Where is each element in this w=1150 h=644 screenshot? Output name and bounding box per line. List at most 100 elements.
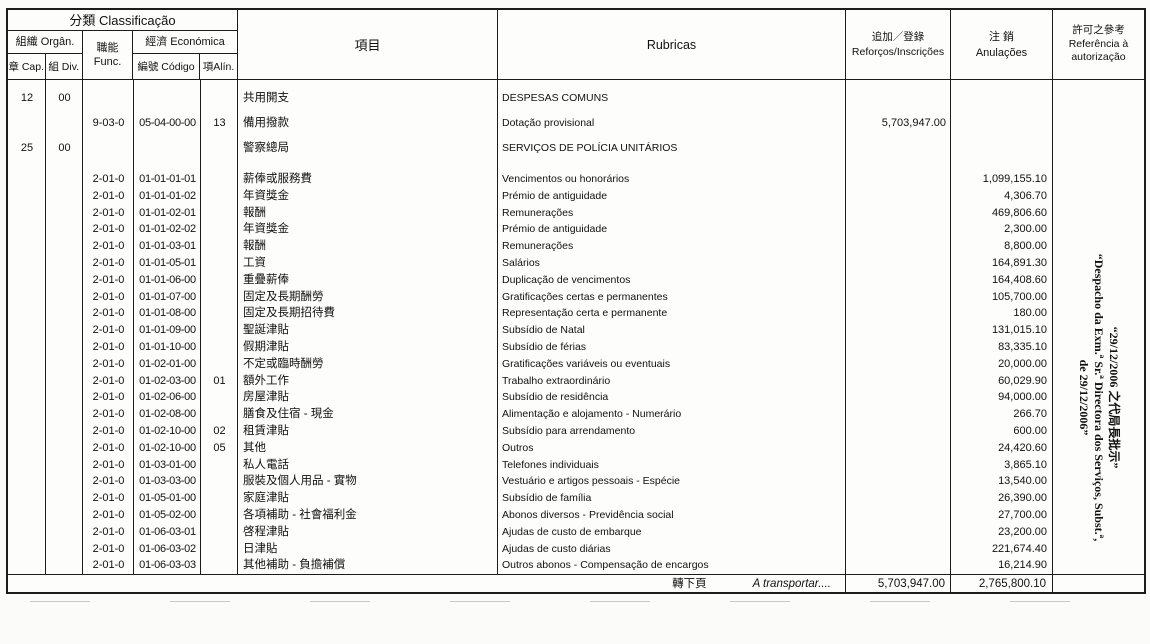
cell-chapter	[8, 373, 46, 390]
cell-functional-code: 9-03-0	[92, 117, 125, 129]
cell-alinea	[201, 389, 238, 406]
cell-rubrica-pt: Trabalho extraordinário	[502, 374, 611, 387]
cell-functional-code: 2-01-0	[92, 525, 125, 538]
col-header-chapter: 章 Cap.	[8, 54, 46, 79]
cell-cancellation-amount: 180.00	[1013, 307, 1047, 320]
table-header: 分類 Classificação 組織 Orgân. 章 Cap. 組 Div.…	[8, 10, 1144, 80]
cell-rubrica-pt: Salários	[502, 256, 540, 269]
cell-functional-code: 2-01-0	[92, 340, 125, 353]
cell-alinea	[201, 541, 238, 558]
cell-reinforcement-amount	[846, 289, 951, 306]
cell-cancellation-amount: 24,420.60	[998, 441, 1047, 454]
cell-division	[46, 221, 83, 238]
cell-reinforcement-amount	[846, 490, 951, 507]
cell-economic-code: 01-01-06-00	[139, 273, 196, 286]
cell-functional-code: 2-01-0	[92, 324, 125, 337]
cell-item-zh: 聖誕津貼	[243, 324, 289, 337]
table-row: 2-01-0 01-05-02-00 各項補助 - 社會福利金 Abonos d…	[8, 507, 1144, 524]
cell-reinforcement-amount	[846, 373, 951, 390]
table-row: 25 00 警察總局 SERVIÇOS DE POLÍCIA UNITÁRIOS	[8, 136, 1144, 161]
cell-rubrica-pt: DESPESAS COMUNS	[502, 92, 609, 104]
cell-cancellation-amount: 26,390.00	[998, 492, 1047, 505]
cell-chapter	[8, 557, 46, 574]
table-row: 2-01-0 01-01-01-01 薪俸或服務費 Vencimentos ou…	[8, 171, 1144, 188]
table-row: 12 00 共用開支 DESPESAS COMUNS	[8, 86, 1144, 111]
cell-chapter	[8, 305, 46, 322]
cell-chapter	[8, 188, 46, 205]
cell-functional-code: 2-01-0	[92, 492, 125, 505]
cell-alinea	[201, 356, 238, 373]
cell-division	[46, 389, 83, 406]
table-row: 2-01-0 01-06-03-02 日津貼 Ajudas de custo d…	[8, 541, 1144, 558]
budget-table: 分類 Classificação 組織 Orgân. 章 Cap. 組 Div.…	[6, 8, 1146, 594]
classification-title: 分類 Classificação	[8, 10, 237, 31]
cell-reinforcement-amount	[846, 322, 951, 339]
cell-cancellation-amount	[951, 86, 1053, 111]
cell-rubrica-pt: Remunerações	[502, 240, 574, 253]
cell-reinforcement-amount	[846, 339, 951, 356]
cell-functional-code: 2-01-0	[92, 559, 125, 572]
cell-alinea	[201, 339, 238, 356]
cell-item-zh: 各項補助 - 社會福利金	[243, 508, 357, 521]
cell-economic-code: 01-02-08-00	[139, 408, 196, 421]
cell-rubrica-pt: Subsídio de família	[502, 492, 592, 505]
column-divider	[950, 80, 951, 574]
table-row: 2-01-0 01-02-10-00 02 租賃津貼 Subsídio para…	[8, 423, 1144, 440]
cell-division	[46, 238, 83, 255]
cell-cancellation-amount: 469,806.60	[991, 206, 1047, 219]
cell-cancellation-amount: 3,865.10	[1004, 458, 1047, 471]
cell-division: 00	[58, 142, 71, 154]
cell-division	[46, 507, 83, 524]
cell-functional-code: 2-01-0	[92, 173, 125, 185]
cell-item-zh: 警察總局	[243, 142, 289, 154]
reference-note-line: de 29/12/2006”	[1077, 359, 1092, 435]
cell-division	[46, 339, 83, 356]
cell-division	[46, 557, 83, 574]
cell-cancellation-amount: 4,306.70	[1004, 189, 1047, 202]
cell-item-zh: 薪俸或服務費	[243, 173, 312, 185]
cell-reinforcement-amount	[846, 136, 951, 161]
cell-alinea	[201, 457, 238, 474]
table-row: 2-01-0 01-03-01-00 私人電話 Telefones indivi…	[8, 457, 1144, 474]
table-row: 2-01-0 01-01-02-02 年資獎金 Prémio de antigu…	[8, 221, 1144, 238]
cell-chapter	[8, 473, 46, 490]
table-body-rows: 12 00 共用開支 DESPESAS COMUNS 9-03-0 05-04-…	[8, 80, 1144, 574]
cell-functional-code	[83, 136, 134, 161]
cell-item-zh: 日津貼	[243, 542, 278, 555]
cell-chapter	[8, 111, 46, 136]
cell-cancellation-amount: 266.70	[1013, 408, 1047, 421]
cell-item-zh: 共用開支	[243, 92, 289, 104]
cell-functional-code: 2-01-0	[92, 206, 125, 219]
col-header-authorization-reference: 許可之參考 Referência à autorização	[1068, 24, 1129, 64]
cell-functional-code: 2-01-0	[92, 424, 125, 437]
cell-cancellation-amount: 60,029.90	[998, 374, 1047, 387]
cell-chapter	[8, 541, 46, 558]
cell-division	[46, 524, 83, 541]
cell-functional-code: 2-01-0	[92, 542, 125, 555]
cell-reinforcement-amount	[846, 305, 951, 322]
cell-chapter	[8, 457, 46, 474]
cell-item-zh: 服裝及個人用品 - 實物	[243, 475, 357, 488]
cell-alinea	[201, 221, 238, 238]
cell-functional-code: 2-01-0	[92, 391, 125, 404]
cell-chapter	[8, 389, 46, 406]
cell-reinforcement-amount	[846, 440, 951, 457]
cell-alinea	[201, 86, 238, 111]
cell-economic-code: 01-03-03-00	[139, 475, 196, 488]
cell-item-zh: 年資獎金	[243, 223, 289, 236]
cell-functional-code: 2-01-0	[92, 441, 125, 454]
cell-alinea	[201, 305, 238, 322]
cell-item-zh: 固定及長期酬勞	[243, 290, 324, 303]
cell-rubrica-pt: Outros	[502, 441, 534, 454]
cell-rubrica-pt: Ajudas de custo de embarque	[502, 525, 642, 538]
cell-reinforcement-amount	[846, 86, 951, 111]
col-header-rubricas: Rubricas	[498, 10, 846, 79]
cell-functional-code: 2-01-0	[92, 374, 125, 387]
cell-division	[46, 473, 83, 490]
cell-cancellation-amount: 23,200.00	[998, 525, 1047, 538]
cell-rubrica-pt: Gratificações variáveis ou eventuais	[502, 357, 671, 370]
cell-division	[46, 457, 83, 474]
cell-item-zh: 備用撥款	[243, 117, 289, 129]
column-divider	[1052, 80, 1053, 574]
cell-division	[46, 406, 83, 423]
